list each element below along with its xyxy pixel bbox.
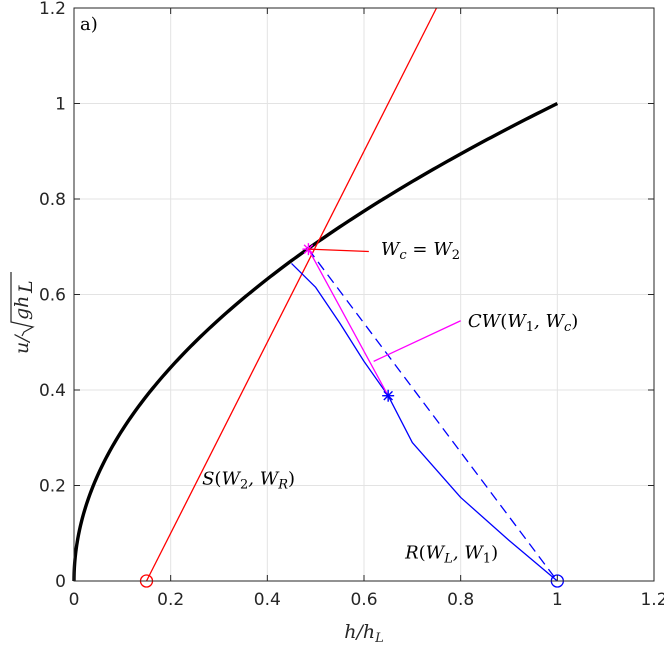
y-tick-label: 0.2 [39, 477, 66, 497]
x-tick-label: 0.4 [254, 590, 281, 610]
svg-text:R(WL, W1): R(WL, W1) [404, 542, 498, 566]
svg-text:Wc = W2: Wc = W2 [381, 239, 460, 263]
annotations-layer: Wc = W2 CW(W1, Wc) S(W2, WR) R(WL, W1) [202, 239, 578, 566]
panel-label: a) [80, 14, 98, 35]
y-tick-label: 1 [55, 95, 66, 115]
annotation-cw: CW(W1, Wc) [373, 311, 578, 362]
series-shock [145, 7, 438, 582]
series-contact [307, 248, 389, 397]
y-tick-label: 1.2 [39, 0, 66, 19]
series-critical [72, 101, 559, 582]
y-axis-label: u/ gh L [10, 272, 37, 354]
y-tick-label: 0.8 [39, 190, 66, 210]
x-tick-label: 0 [69, 590, 80, 610]
x-tick-label: 1 [552, 590, 563, 610]
svg-text:L: L [15, 280, 37, 294]
x-axis-label: h/hL [344, 621, 384, 646]
svg-text:S(W2, WR): S(W2, WR) [202, 468, 295, 492]
annotation-s: S(W2, WR) [202, 468, 295, 492]
svg-text:gh: gh [11, 296, 33, 320]
annotation-wc: Wc = W2 [308, 239, 460, 263]
x-tick-label: 1.2 [640, 590, 664, 610]
y-tick-label: 0 [55, 572, 66, 592]
ticks-layer: 0 0.2 0.4 0.6 0.8 1 1.2 0 0.2 0.4 0.6 0.8 1 1.2 [39, 0, 664, 610]
y-tick-label: 0.6 [39, 286, 66, 306]
svg-text:u/: u/ [11, 334, 33, 354]
x-tick-label: 0.6 [350, 590, 377, 610]
marker-W1 [382, 389, 395, 402]
x-tick-label: 0.8 [447, 590, 474, 610]
y-tick-label: 0.4 [39, 381, 66, 401]
annotation-r: R(WL, W1) [404, 542, 498, 566]
series-dashed [307, 248, 558, 582]
x-tick-label: 0.2 [157, 590, 184, 610]
svg-text:CW(W1, Wc): CW(W1, Wc) [468, 311, 578, 335]
